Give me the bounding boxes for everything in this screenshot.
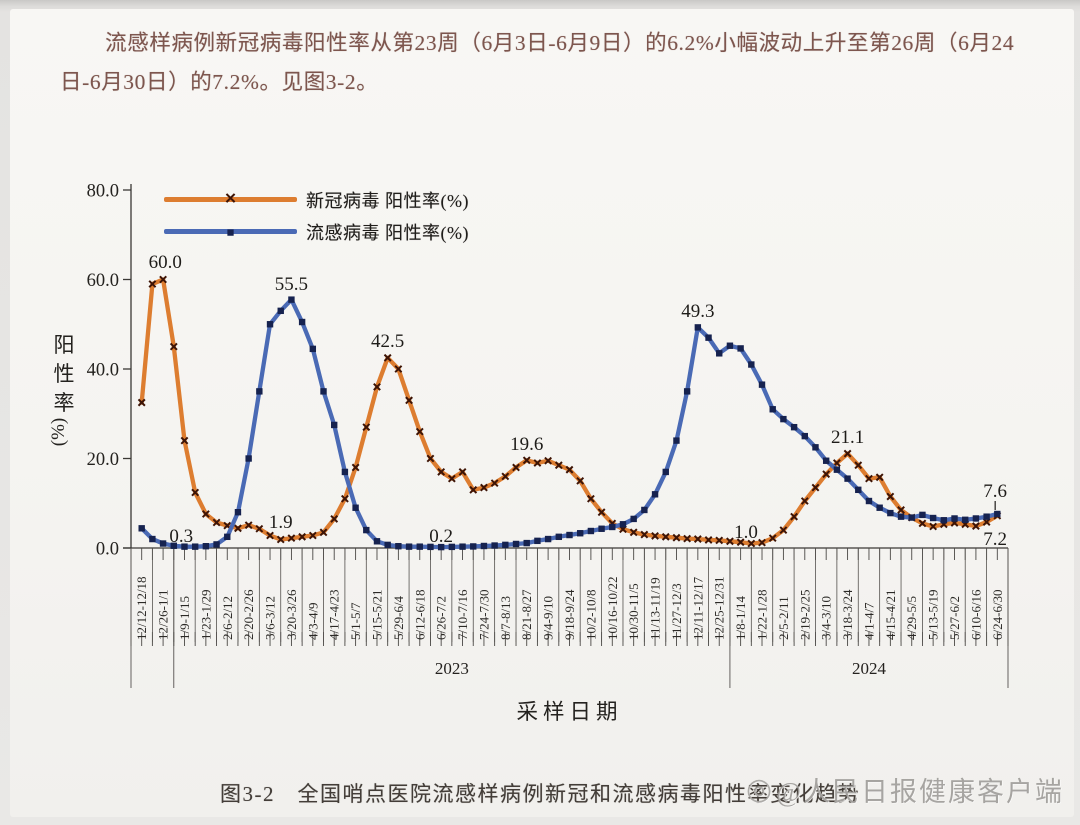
svg-text:7/10-7/16: 7/10-7/16 xyxy=(455,589,470,640)
svg-text:12/25-12/31: 12/25-12/31 xyxy=(712,576,727,640)
svg-text:2/5-2/11: 2/5-2/11 xyxy=(776,596,791,640)
year-axis: 2023 2024 xyxy=(130,548,1009,688)
svg-text:6/10-6/16: 6/10-6/16 xyxy=(968,589,983,640)
svg-text:10/30-11/5: 10/30-11/5 xyxy=(626,583,641,640)
y-axis-title: 阳性率 (%) xyxy=(48,333,75,446)
svg-text:2/20-2/26: 2/20-2/26 xyxy=(241,589,256,640)
svg-text:1/9-1/15: 1/9-1/15 xyxy=(177,596,192,640)
svg-text:3/4-3/10: 3/4-3/10 xyxy=(819,596,834,640)
covid-x-marker-icon: ✕ xyxy=(224,191,237,207)
svg-text:2023: 2023 xyxy=(435,659,469,678)
data-annotations: 60.0 0.3 1.9 55.5 42.5 0.2 19.6 49.3 1.0 21.1 7.6 7… xyxy=(149,252,1007,550)
svg-text:1.9: 1.9 xyxy=(269,512,293,533)
flu-series-markers xyxy=(138,296,1001,551)
svg-text:1/22-1/28: 1/22-1/28 xyxy=(755,589,770,640)
svg-text:11/27-12/3: 11/27-12/3 xyxy=(669,583,684,640)
svg-text:3/18-3/24: 3/18-3/24 xyxy=(840,589,855,640)
svg-text:60.0: 60.0 xyxy=(149,252,182,273)
legend-label-flu: 流感病毒 阳性率(%) xyxy=(306,222,469,243)
covid-line-sample: ✕ xyxy=(164,192,297,207)
page-background xyxy=(10,9,1074,817)
svg-text:1/23-1/29: 1/23-1/29 xyxy=(198,589,213,640)
flu-line-sample: ■ xyxy=(164,225,297,238)
svg-text:19.6: 19.6 xyxy=(510,434,543,455)
svg-text:4/15-4/21: 4/15-4/21 xyxy=(883,589,898,640)
svg-text:9/18-9/24: 9/18-9/24 xyxy=(562,589,577,640)
svg-text:5/27-6/2: 5/27-6/2 xyxy=(947,596,962,640)
svg-text:21.1: 21.1 xyxy=(831,427,864,448)
svg-text:49.3: 49.3 xyxy=(681,301,714,322)
watermark-text: @人民日报健康客户端 xyxy=(776,777,1064,807)
x-tick-labels: 12/12-12/18 12/26-1/1 1/9-1/15 1/23-1/29 2/6… xyxy=(134,576,1005,640)
svg-text:55.5: 55.5 xyxy=(275,274,308,295)
chart-legend: ✕ 新冠病毒 阳性率(%) ■ 流感病毒 阳性率(%) xyxy=(164,187,469,244)
svg-text:6/12-6/18: 6/12-6/18 xyxy=(412,589,427,640)
svg-text:5/13-5/19: 5/13-5/19 xyxy=(926,589,941,640)
legend-item-flu: ■ 流感病毒 阳性率(%) xyxy=(164,219,469,244)
covid-series-markers xyxy=(137,275,1002,548)
svg-text:20.0: 20.0 xyxy=(87,450,119,470)
svg-text:3/6-3/12: 3/6-3/12 xyxy=(263,596,278,640)
svg-text:4/17-4/23: 4/17-4/23 xyxy=(327,589,342,640)
svg-text:4/3-4/9: 4/3-4/9 xyxy=(305,602,320,640)
svg-text:10/2-10/8: 10/2-10/8 xyxy=(583,589,598,640)
svg-text:2024: 2024 xyxy=(852,659,887,678)
svg-text:1/8-1/14: 1/8-1/14 xyxy=(733,595,748,640)
people-daily-health-logo-icon: ◎ xyxy=(745,773,775,806)
svg-text:42.5: 42.5 xyxy=(371,331,404,352)
svg-text:5/15-5/21: 5/15-5/21 xyxy=(370,589,385,640)
svg-text:0.3: 0.3 xyxy=(169,526,193,547)
svg-text:阳: 阳 xyxy=(54,333,75,357)
svg-text:(%): (%) xyxy=(48,418,69,446)
y-axis: 0.0 20.0 40.0 60.0 80.0 xyxy=(87,182,132,560)
svg-text:6/26-7/2: 6/26-7/2 xyxy=(434,596,449,640)
x-axis-title: 采样日期 xyxy=(516,700,622,724)
watermark: ◎ @人民日报健康客户端 xyxy=(746,770,1064,809)
legend-item-covid: ✕ 新冠病毒 阳性率(%) xyxy=(164,187,469,212)
svg-text:12/26-1/1: 12/26-1/1 xyxy=(156,589,171,640)
svg-text:7/24-7/30: 7/24-7/30 xyxy=(476,589,491,640)
svg-text:12/11-12/17: 12/11-12/17 xyxy=(690,576,705,640)
svg-text:0.2: 0.2 xyxy=(429,526,453,547)
svg-text:2/19-2/25: 2/19-2/25 xyxy=(797,589,812,640)
report-paragraph: 流感样病例新冠病毒阳性率从第23周（6月3日-6月9日）的6.2%小幅波动上升至… xyxy=(60,31,1015,94)
svg-text:8/21-8/27: 8/21-8/27 xyxy=(519,589,534,640)
svg-text:7.6: 7.6 xyxy=(983,481,1007,502)
svg-text:2/6-2/12: 2/6-2/12 xyxy=(220,596,235,640)
svg-text:8/7-8/13: 8/7-8/13 xyxy=(498,596,513,640)
flu-series-line xyxy=(139,297,1000,550)
svg-text:4/29-5/5: 4/29-5/5 xyxy=(904,596,919,640)
svg-text:率: 率 xyxy=(54,391,75,415)
svg-text:9/4-9/10: 9/4-9/10 xyxy=(541,596,556,640)
svg-text:4/1-4/7: 4/1-4/7 xyxy=(862,602,877,640)
svg-text:1.0: 1.0 xyxy=(734,522,758,543)
svg-text:11/13-11/19: 11/13-11/19 xyxy=(648,577,663,640)
svg-text:3/20-3/26: 3/20-3/26 xyxy=(284,589,299,640)
svg-text:10/16-10/22: 10/16-10/22 xyxy=(605,576,620,640)
svg-text:0.0: 0.0 xyxy=(96,540,119,560)
flu-square-marker-icon: ■ xyxy=(226,224,235,239)
svg-text:60.0: 60.0 xyxy=(87,271,119,291)
svg-text:80.0: 80.0 xyxy=(87,182,119,202)
figure-caption: 图3-2 全国哨点医院流感样病例新冠和流感病毒阳性率变化趋势 xyxy=(220,782,860,806)
svg-text:40.0: 40.0 xyxy=(87,361,119,381)
svg-text:7.2: 7.2 xyxy=(983,529,1007,550)
svg-text:12/12-12/18: 12/12-12/18 xyxy=(134,576,149,640)
svg-text:采样日期: 采样日期 xyxy=(516,700,622,724)
svg-text:5/1-5/7: 5/1-5/7 xyxy=(348,602,363,640)
x-axis xyxy=(123,547,1009,646)
legend-label-covid: 新冠病毒 阳性率(%) xyxy=(306,190,469,211)
svg-text:5/29-6/4: 5/29-6/4 xyxy=(391,595,406,640)
svg-text:6/24-6/30: 6/24-6/30 xyxy=(990,589,1005,640)
svg-text:性: 性 xyxy=(54,362,75,386)
